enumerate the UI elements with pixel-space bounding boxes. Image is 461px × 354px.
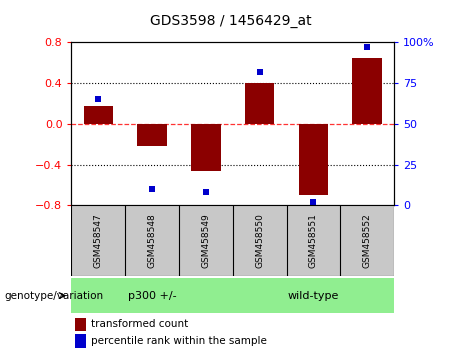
Bar (245, 83, 274, 124)
Bar (287, 205, 340, 276)
Bar (125, 205, 179, 276)
Bar (353, 58, 382, 124)
Bar (71, 278, 233, 313)
Bar (71, 205, 125, 276)
Text: GSM458552: GSM458552 (363, 213, 372, 268)
Text: percentile rank within the sample: percentile rank within the sample (91, 336, 267, 346)
Text: p300 +/-: p300 +/- (128, 291, 177, 301)
Text: GSM458549: GSM458549 (201, 213, 210, 268)
Bar (340, 205, 394, 276)
Text: GSM458547: GSM458547 (94, 213, 103, 268)
Bar (75, 334, 86, 348)
Bar (179, 205, 233, 276)
Text: GSM458550: GSM458550 (255, 213, 264, 268)
Bar (83, 105, 113, 124)
Bar (75, 318, 86, 331)
Text: genotype/variation: genotype/variation (5, 291, 104, 301)
Bar (299, 124, 328, 195)
Text: GSM458548: GSM458548 (148, 213, 157, 268)
Text: wild-type: wild-type (288, 291, 339, 301)
Bar (191, 124, 221, 171)
Text: GSM458551: GSM458551 (309, 213, 318, 268)
Bar (137, 124, 167, 146)
Text: GDS3598 / 1456429_at: GDS3598 / 1456429_at (150, 14, 311, 28)
Bar (233, 205, 287, 276)
Text: transformed count: transformed count (91, 319, 188, 329)
Bar (233, 278, 394, 313)
